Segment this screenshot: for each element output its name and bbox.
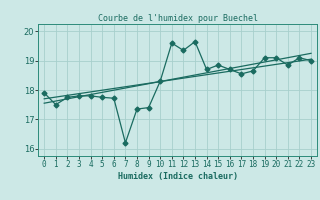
X-axis label: Humidex (Indice chaleur): Humidex (Indice chaleur) — [118, 172, 238, 181]
Title: Courbe de l'humidex pour Buechel: Courbe de l'humidex pour Buechel — [98, 14, 258, 23]
